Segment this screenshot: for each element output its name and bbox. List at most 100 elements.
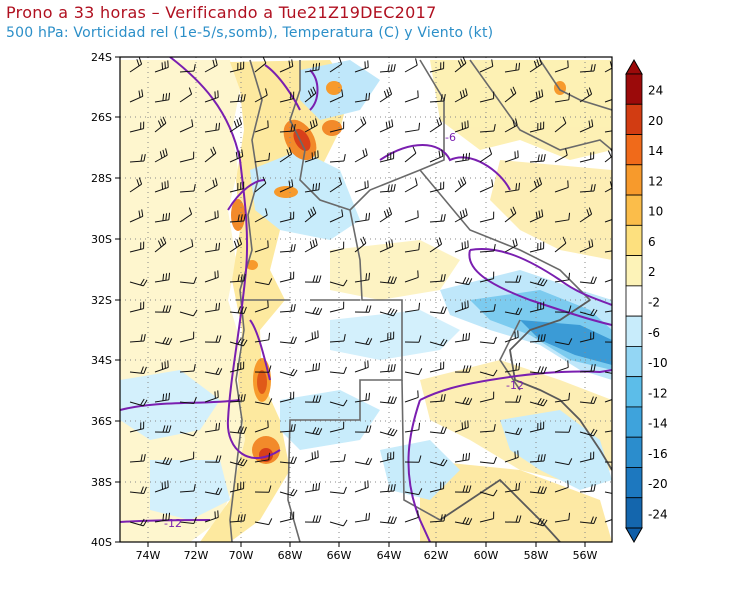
colorbar-bottom-arrow xyxy=(625,527,643,544)
wind-barb xyxy=(354,60,369,73)
wind-barb xyxy=(479,179,494,193)
wind-barb xyxy=(229,237,243,253)
wind-barb xyxy=(229,61,245,73)
wind-barb xyxy=(579,239,594,253)
wind-barb xyxy=(254,518,273,526)
wind-barb xyxy=(379,307,398,317)
wind-barb xyxy=(379,87,393,103)
lat-tick-label: 24S xyxy=(91,51,112,64)
wind-barb xyxy=(579,364,596,373)
wind-barb xyxy=(454,397,473,406)
wind-barb xyxy=(279,91,295,103)
colorbar-label: -20 xyxy=(648,477,668,491)
wind-barb xyxy=(354,272,371,283)
wind-barb xyxy=(504,482,521,493)
wind-barb xyxy=(454,420,469,433)
wind-barb xyxy=(479,511,495,523)
wind-barb xyxy=(504,86,517,103)
wind-barb xyxy=(179,151,195,163)
wind-barb xyxy=(329,301,345,313)
contour-label-1: -6 xyxy=(445,131,456,144)
wind-barb xyxy=(554,305,572,313)
wind-barb xyxy=(154,360,169,373)
wind-barb xyxy=(479,369,498,377)
wind-barb xyxy=(354,148,368,163)
lon-tick-label: 64W xyxy=(377,549,402,562)
wind-barb xyxy=(354,425,372,433)
colorbar-segment xyxy=(625,345,643,378)
wind-barb xyxy=(329,209,344,223)
wind-barb xyxy=(579,64,596,73)
wind-barb xyxy=(329,334,346,343)
wind-barb xyxy=(379,516,397,524)
colorbar-segment xyxy=(625,285,643,317)
lon-tick-label: 74W xyxy=(136,549,161,562)
wind-barb xyxy=(454,277,473,286)
wind-barb xyxy=(304,62,321,73)
wind-barb xyxy=(279,488,298,497)
colorbar-label: 12 xyxy=(648,174,663,188)
wind-barb xyxy=(554,392,571,403)
wind-barb xyxy=(204,178,218,193)
wind-barb xyxy=(304,427,323,436)
lon-tick-label: 62W xyxy=(424,549,449,562)
lon-tick-label: 58W xyxy=(524,549,549,562)
wind-barb xyxy=(554,272,571,283)
map-subtitle: 500 hPa: Vorticidad rel (1e-5/s,somb), T… xyxy=(6,25,494,41)
wind-barb xyxy=(379,151,395,163)
wind-barb xyxy=(379,364,396,373)
wind-barb xyxy=(129,454,146,463)
wind-barb xyxy=(504,238,518,253)
contour-label-3: -12 xyxy=(164,517,182,530)
wind-barb xyxy=(404,270,419,283)
wind-barb xyxy=(454,57,467,73)
wind-barb xyxy=(579,119,594,133)
wind-barb xyxy=(379,396,397,404)
wind-barb xyxy=(404,146,417,163)
wind-barb xyxy=(354,180,369,193)
wind-barb xyxy=(129,154,146,163)
wind-barb xyxy=(429,426,447,434)
wind-barb xyxy=(529,454,546,463)
wind-barb xyxy=(154,305,172,313)
wind-barb xyxy=(179,451,195,463)
wind-barb xyxy=(529,121,545,133)
colorbar-segment xyxy=(625,436,643,468)
colorbar-label: -10 xyxy=(648,356,668,370)
vorticity-negative-shading xyxy=(120,60,612,520)
wind-barb xyxy=(504,427,523,436)
wind-barb xyxy=(329,366,347,374)
wind-barb xyxy=(454,240,469,253)
wind-barb xyxy=(229,394,246,403)
wind-barb xyxy=(504,330,519,343)
wind-barb xyxy=(404,390,419,403)
wind-barb xyxy=(554,116,567,133)
colorbar-label: 6 xyxy=(648,235,656,249)
colorbar-label: -2 xyxy=(648,296,660,310)
wind-barb xyxy=(529,366,547,374)
wind-barb xyxy=(279,271,295,283)
wind-barb xyxy=(579,276,597,284)
wind-barb xyxy=(554,480,569,493)
lat-lon-grid xyxy=(120,57,612,542)
wind-barb xyxy=(579,484,596,493)
wind-barb xyxy=(379,239,394,253)
wind-barb xyxy=(354,392,371,403)
lat-tick-label: 34S xyxy=(91,354,112,367)
wind-barb xyxy=(454,300,469,313)
wind-barb xyxy=(179,484,196,493)
wind-barb xyxy=(229,181,245,193)
wind-barb xyxy=(554,338,573,346)
wind-barb xyxy=(254,420,269,433)
wind-barb xyxy=(479,424,496,433)
wind-barb xyxy=(204,270,219,283)
temperature-contours xyxy=(120,57,612,542)
wind-barb xyxy=(529,517,548,527)
wind-barb xyxy=(479,391,495,403)
wind-barb xyxy=(379,451,395,463)
wind-barb xyxy=(154,512,171,523)
wind-barb xyxy=(279,179,294,193)
wind-barb xyxy=(404,302,421,313)
colorbar-label: 20 xyxy=(648,114,663,128)
wind-barb xyxy=(329,421,345,433)
